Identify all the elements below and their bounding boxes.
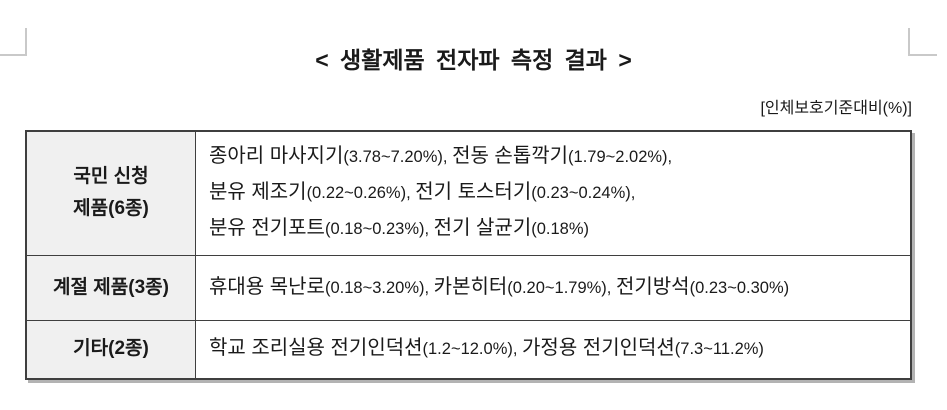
page-corner-mark-left (0, 28, 27, 56)
product-range: (0.23~0.24%), (531, 184, 636, 203)
product-name: 가정용 전기인덕션 (522, 337, 675, 360)
page-title: < 생활제품 전자파 측정 결과 > (315, 47, 632, 73)
product-name: 분유 전기포트 (209, 217, 325, 240)
category-label-line: 계절 제품(3종) (53, 276, 169, 298)
product-range: (1.79~2.02%), (568, 148, 673, 167)
category-label-line: 기타(2종) (73, 338, 149, 360)
table-row: 계절 제품(3종) 휴대용 목난로(0.18~3.20%), 카본히터(0.20~… (25, 254, 912, 321)
products-cell: 종아리 마사지기(3.78~7.20%), 전동 손톱깍기(1.79~2.02%… (195, 130, 912, 256)
products-cell: 학교 조리실용 전기인덕션(1.2~12.0%), 가정용 전기인덕션(7.3~… (195, 319, 912, 380)
product-range: (0.18~0.23%), (324, 220, 434, 239)
product-range: (0.18%) (531, 220, 590, 239)
product-name: 학교 조리실용 전기인덕션 (209, 337, 423, 360)
product-name: 전동 손톱깍기 (452, 145, 569, 168)
page-corner-mark-right (908, 28, 937, 56)
product-range: (0.22~0.26%), (306, 184, 416, 203)
products-line: 분유 제조기(0.22~0.26%), 전기 토스터기(0.23~0.24%), (209, 175, 910, 211)
products-line: 휴대용 목난로(0.18~3.20%), 카본히터(0.20~1.79%), 전… (209, 270, 910, 306)
product-range: (1.2~12.0%), (422, 340, 523, 359)
products-line: 종아리 마사지기(3.78~7.20%), 전동 손톱깍기(1.79~2.02%… (209, 139, 910, 175)
product-name: 휴대용 목난로 (209, 275, 325, 298)
product-name: 카본히터 (433, 275, 508, 298)
product-name: 종아리 마사지기 (209, 145, 344, 168)
product-name: 분유 제조기 (209, 181, 307, 204)
products-line: 분유 전기포트(0.18~0.23%), 전기 살균기(0.18%) (209, 211, 910, 247)
product-name: 전기방석 (615, 275, 690, 298)
category-label-line: 국민 신청 (73, 166, 149, 188)
product-range: (7.3~11.2%) (674, 340, 764, 359)
category-label-line: 제품(6종) (73, 198, 149, 220)
table-row: 기타(2종) 학교 조리실용 전기인덕션(1.2~12.0%), 가정용 전기인덕… (25, 319, 912, 380)
product-range: (0.20~1.79%), (507, 278, 616, 297)
product-name: 전기 토스터기 (415, 181, 532, 204)
product-name: 전기 살균기 (433, 217, 532, 240)
category-cell: 기타(2종) (25, 319, 196, 380)
products-cell: 휴대용 목난로(0.18~3.20%), 카본히터(0.20~1.79%), 전… (195, 254, 912, 321)
products-line: 학교 조리실용 전기인덕션(1.2~12.0%), 가정용 전기인덕션(7.3~… (209, 331, 910, 367)
product-range: (0.23~0.30%) (689, 278, 790, 297)
unit-note: [인체보호기준대비(%)] (760, 100, 912, 117)
category-cell: 계절 제품(3종) (25, 254, 196, 321)
product-range: (0.18~3.20%), (324, 278, 434, 297)
product-range: (3.78~7.20%), (343, 148, 453, 167)
